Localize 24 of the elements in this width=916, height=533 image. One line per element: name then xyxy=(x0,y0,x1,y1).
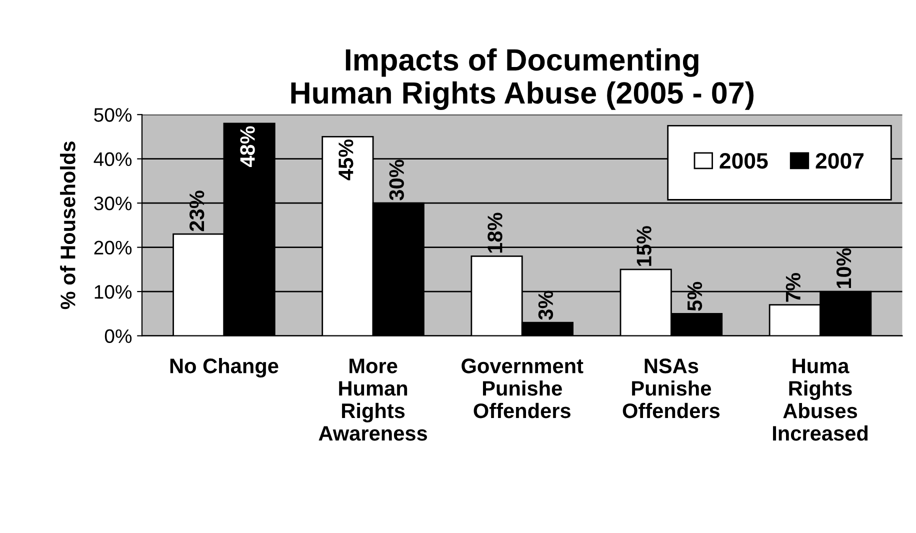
data-label: 7% xyxy=(786,273,800,302)
y-tick-label: 40% xyxy=(94,152,132,166)
y-tick-label: 50% xyxy=(94,108,132,122)
y-tick-label: 0% xyxy=(104,329,132,344)
x-tick-label: More Human Rights Awareness xyxy=(318,358,428,441)
y-axis-title: % of Households xyxy=(60,142,76,310)
data-label: 45% xyxy=(338,139,354,180)
y-tick-label: 30% xyxy=(94,196,132,210)
x-tick-label: Huma Rights Abuses Increased xyxy=(773,358,868,441)
x-tick-label: NSAs Punishe Offenders xyxy=(622,358,720,418)
data-label: 48% xyxy=(240,126,255,168)
y-tick-label: 10% xyxy=(94,285,132,299)
x-tick-label: No Change xyxy=(170,358,278,378)
y-tick-label: 20% xyxy=(94,240,132,255)
legend-label: 2005 xyxy=(720,152,768,169)
data-label: 30% xyxy=(389,160,404,200)
data-label: 3% xyxy=(538,290,554,320)
x-tick-label: Government Punishe Offenders xyxy=(462,358,584,418)
data-label: 10% xyxy=(836,248,852,288)
data-label: 23% xyxy=(189,190,204,232)
legend-label: 2007 xyxy=(816,152,864,169)
chart-title: Impacts of Documenting Human Rights Abuse (2005 - 07) xyxy=(291,48,754,110)
data-label: 5% xyxy=(687,282,702,311)
data-label: 15% xyxy=(636,226,652,266)
